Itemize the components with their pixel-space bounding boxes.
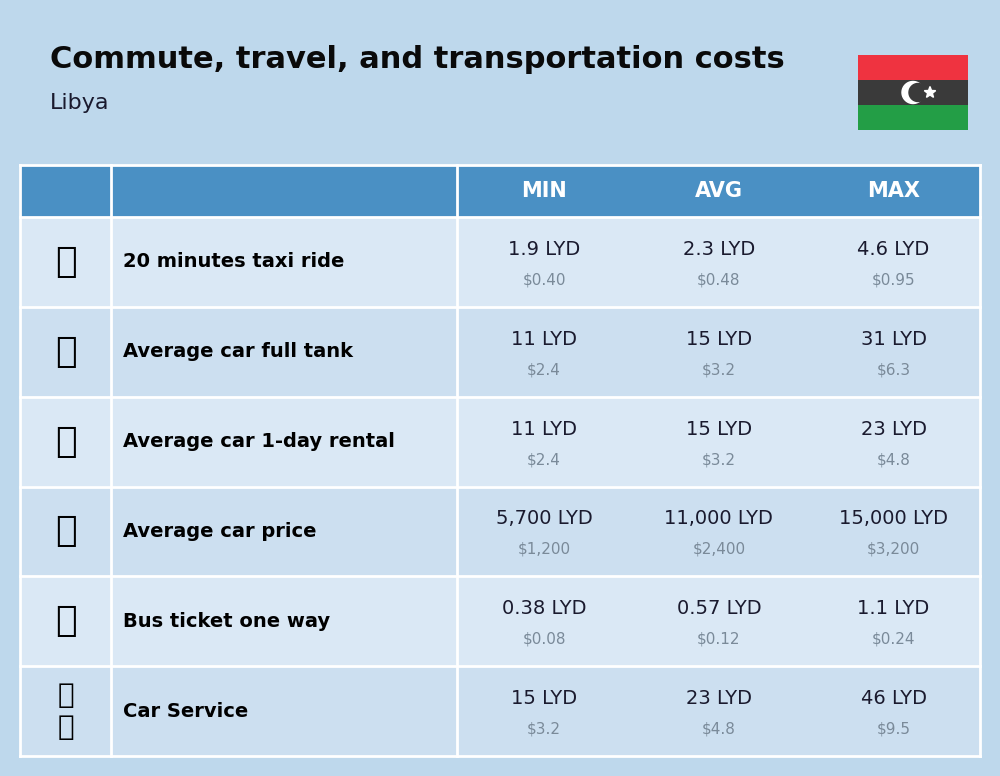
- Bar: [20, 397, 980, 487]
- Text: MIN: MIN: [521, 181, 567, 201]
- Text: 🚗: 🚗: [57, 713, 74, 741]
- Text: 15,000 LYD: 15,000 LYD: [839, 509, 948, 528]
- Text: $0.24: $0.24: [872, 632, 915, 646]
- Text: 20 minutes taxi ride: 20 minutes taxi ride: [123, 252, 345, 272]
- Text: 5,700 LYD: 5,700 LYD: [496, 509, 593, 528]
- Text: 11,000 LYD: 11,000 LYD: [664, 509, 773, 528]
- Bar: [858, 55, 968, 80]
- Text: 🚕: 🚕: [55, 245, 76, 279]
- Text: 🔧: 🔧: [57, 681, 74, 709]
- Text: ⛽: ⛽: [55, 334, 76, 369]
- Text: $0.40: $0.40: [522, 272, 566, 287]
- Bar: [20, 666, 980, 756]
- Text: 2.3 LYD: 2.3 LYD: [683, 240, 755, 259]
- Text: 🚌: 🚌: [55, 605, 76, 638]
- Text: 23 LYD: 23 LYD: [686, 689, 752, 708]
- Bar: [111, 165, 457, 217]
- Text: 1.1 LYD: 1.1 LYD: [857, 599, 930, 618]
- Text: $0.12: $0.12: [697, 632, 741, 646]
- Text: 31 LYD: 31 LYD: [861, 330, 927, 348]
- Text: 15 LYD: 15 LYD: [511, 689, 577, 708]
- Text: $2,400: $2,400: [692, 542, 745, 557]
- Polygon shape: [902, 81, 924, 103]
- Text: $1,200: $1,200: [518, 542, 571, 557]
- Text: $6.3: $6.3: [877, 362, 911, 377]
- Text: 15 LYD: 15 LYD: [686, 420, 752, 438]
- Bar: [20, 307, 980, 397]
- Bar: [457, 165, 632, 217]
- Bar: [20, 217, 980, 307]
- Text: $3.2: $3.2: [702, 452, 736, 467]
- Bar: [632, 165, 806, 217]
- Text: Bus ticket one way: Bus ticket one way: [123, 611, 330, 631]
- Text: $0.95: $0.95: [872, 272, 915, 287]
- Text: 1.9 LYD: 1.9 LYD: [508, 240, 580, 259]
- Bar: [20, 577, 980, 666]
- Text: Libya: Libya: [50, 93, 110, 113]
- Text: 11 LYD: 11 LYD: [511, 330, 577, 348]
- Text: MAX: MAX: [867, 181, 920, 201]
- Text: $9.5: $9.5: [877, 722, 911, 736]
- Text: AVG: AVG: [695, 181, 743, 201]
- Text: Average car price: Average car price: [123, 522, 317, 541]
- Polygon shape: [909, 84, 927, 102]
- Bar: [858, 80, 968, 105]
- Text: Commute, travel, and transportation costs: Commute, travel, and transportation cost…: [50, 45, 785, 74]
- Text: $0.08: $0.08: [522, 632, 566, 646]
- Text: $4.8: $4.8: [877, 452, 911, 467]
- Bar: [858, 105, 968, 130]
- Text: $2.4: $2.4: [527, 362, 561, 377]
- Text: 15 LYD: 15 LYD: [686, 330, 752, 348]
- Text: $0.48: $0.48: [697, 272, 741, 287]
- Bar: [20, 487, 980, 577]
- Bar: [806, 165, 981, 217]
- Text: $4.8: $4.8: [702, 722, 736, 736]
- Text: 23 LYD: 23 LYD: [861, 420, 927, 438]
- Text: 4.6 LYD: 4.6 LYD: [857, 240, 930, 259]
- Text: 🚗: 🚗: [55, 514, 76, 549]
- Text: $3,200: $3,200: [867, 542, 920, 557]
- Text: $2.4: $2.4: [527, 452, 561, 467]
- Text: 11 LYD: 11 LYD: [511, 420, 577, 438]
- Bar: [20, 165, 111, 217]
- Text: 0.57 LYD: 0.57 LYD: [677, 599, 761, 618]
- Text: Average car 1-day rental: Average car 1-day rental: [123, 432, 395, 451]
- Text: 46 LYD: 46 LYD: [861, 689, 927, 708]
- Text: $3.2: $3.2: [702, 362, 736, 377]
- Text: 🚙: 🚙: [55, 424, 76, 459]
- Text: $3.2: $3.2: [527, 722, 561, 736]
- Text: 0.38 LYD: 0.38 LYD: [502, 599, 586, 618]
- Text: Car Service: Car Service: [123, 702, 248, 721]
- Text: Average car full tank: Average car full tank: [123, 342, 353, 362]
- Polygon shape: [924, 86, 936, 97]
